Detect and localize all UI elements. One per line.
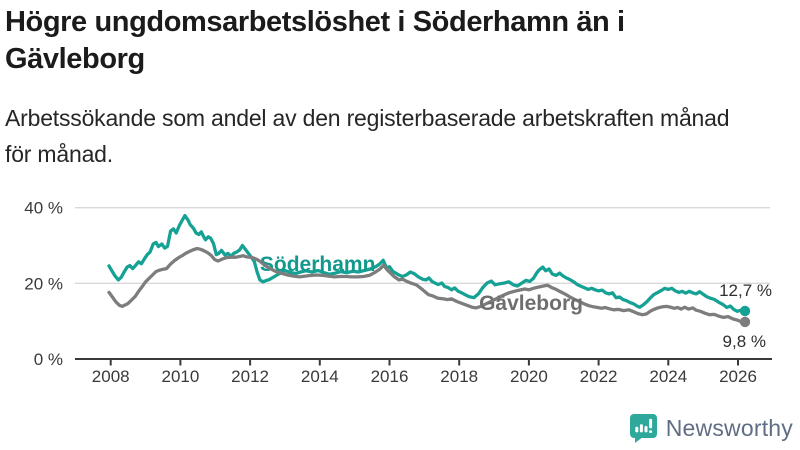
y-axis-tick-label: 40 %	[24, 199, 63, 218]
x-axis-tick-label: 2016	[371, 367, 409, 386]
newsworthy-icon	[629, 414, 657, 443]
y-axis-tick-label: 20 %	[24, 274, 63, 293]
x-axis-tick-label: 2020	[510, 367, 548, 386]
x-axis-tick-label: 2018	[440, 367, 478, 386]
series-end-dot-soderhamn	[739, 305, 751, 317]
page-title-line1: Högre ungdomsarbetslöshet i Söderhamn än…	[5, 6, 625, 38]
page-title: Högre ungdomsarbetslöshet i Söderhamn än…	[5, 4, 705, 78]
x-axis-tick-label: 2008	[92, 367, 130, 386]
x-axis-tick-label: 2024	[649, 367, 687, 386]
series-end-value-gavleborg: 9,8 %	[723, 332, 766, 351]
y-axis-tick-label: 0 %	[34, 350, 63, 369]
series-end-value-soderhamn: 12,7 %	[719, 281, 772, 300]
series-line-soderhamn	[107, 213, 747, 313]
series-end-dot-gavleborg	[739, 316, 751, 328]
series-label-soderhamn: Söderhamn	[260, 253, 376, 276]
series-line-gavleborg	[107, 246, 747, 324]
newsworthy-wordmark: Newsworthy	[665, 415, 793, 441]
x-axis-tick-label: 2010	[161, 367, 199, 386]
newsworthy-logo: Newsworthy	[629, 414, 793, 443]
chart-subtitle-line1: Arbetssökande som andel av den registerb…	[5, 105, 730, 131]
x-axis-tick-label: 2012	[231, 367, 269, 386]
x-axis-tick-label: 2022	[580, 367, 618, 386]
chart-subtitle-line2: för månad.	[5, 141, 113, 167]
page-title-line2: Gävleborg	[5, 43, 145, 75]
series-label-gavleborg: Gävleborg	[479, 292, 583, 315]
x-axis-tick-label: 2014	[301, 367, 339, 386]
x-axis-tick-label: 2026	[719, 367, 757, 386]
chart-subtitle: Arbetssökande som andel av den registerb…	[5, 100, 795, 172]
